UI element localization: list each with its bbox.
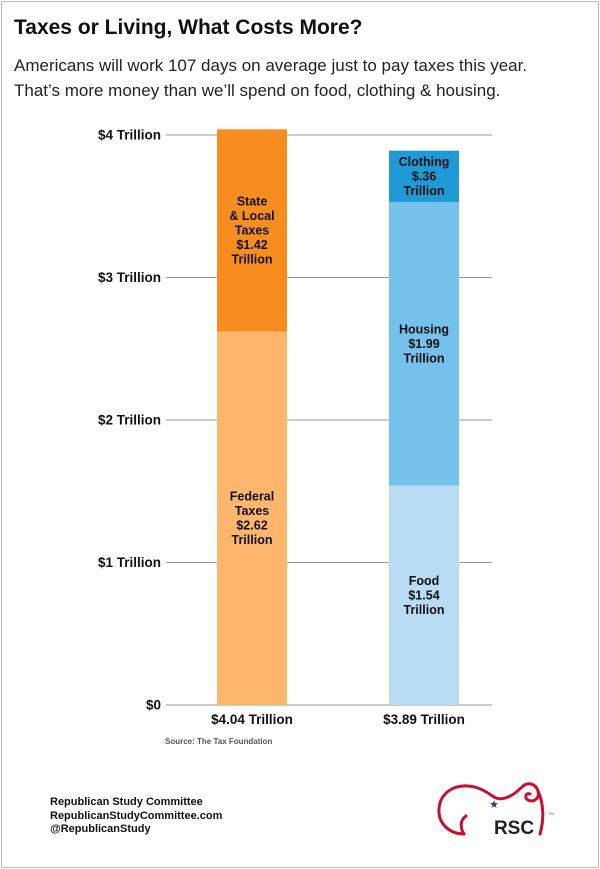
y-tick-label-2: $2 Trillion <box>98 413 161 428</box>
bar-1-segment-1-label: Housing $1.99 Trillion <box>399 322 449 365</box>
bar-1-segment-2-label: Clothing $.36 Trillion <box>399 155 450 198</box>
footer-handle: @RepublicanStudy <box>50 823 151 835</box>
page-title: Taxes or Living, What Costs More? <box>14 16 363 39</box>
elephant-leg-icon <box>459 789 545 836</box>
bar-0-segment-1 <box>217 129 287 332</box>
bar-0-segment-0 <box>217 331 287 705</box>
bar-1-total-label: $3.89 Trillion <box>383 712 465 727</box>
bar-0-segment-1-label: State & Local Taxes $1.42 Trillion <box>229 194 274 266</box>
y-tick-label-4: $4 Trillion <box>98 128 161 143</box>
footer-website: RepublicanStudyCommittee.com <box>50 809 223 822</box>
footer-org: Republican Study Committee <box>50 796 203 808</box>
y-tick-label-3: $3 Trillion <box>98 270 161 285</box>
source-note: Source: The Tax Foundation <box>165 737 273 746</box>
rsc-elephant-logo: ★ RSC TM <box>437 782 554 839</box>
bar-0-segment-0-label: Federal Taxes $2.62 Trillion <box>230 490 274 548</box>
elephant-outline-icon <box>437 782 540 836</box>
footer-contact: Republican Study Committee RepublicanStu… <box>50 796 222 837</box>
stacked-bar-chart: $0 $1 Trillion $2 Trillion $3 Trillion $4 Tr… <box>98 128 492 727</box>
bar-1-segment-1 <box>389 201 459 486</box>
logo-text: RSC <box>494 818 534 839</box>
bar-1-segment-2 <box>389 150 459 202</box>
logo-trademark: TM <box>548 811 554 816</box>
subtitle-line-2: That’s more money than we’ll spend on fo… <box>14 81 501 100</box>
logo-star-icon: ★ <box>489 798 499 811</box>
bar-1-segment-0-label: Food $1.54 Trillion <box>404 574 445 617</box>
subtitle-line-1: Americans will work 107 days on average … <box>14 56 528 75</box>
bar-1-segment-0 <box>389 485 459 705</box>
bar-0-total-label: $4.04 Trillion <box>211 712 293 727</box>
y-tick-label-1: $1 Trillion <box>98 555 161 570</box>
y-tick-label-0: $0 <box>146 698 161 713</box>
